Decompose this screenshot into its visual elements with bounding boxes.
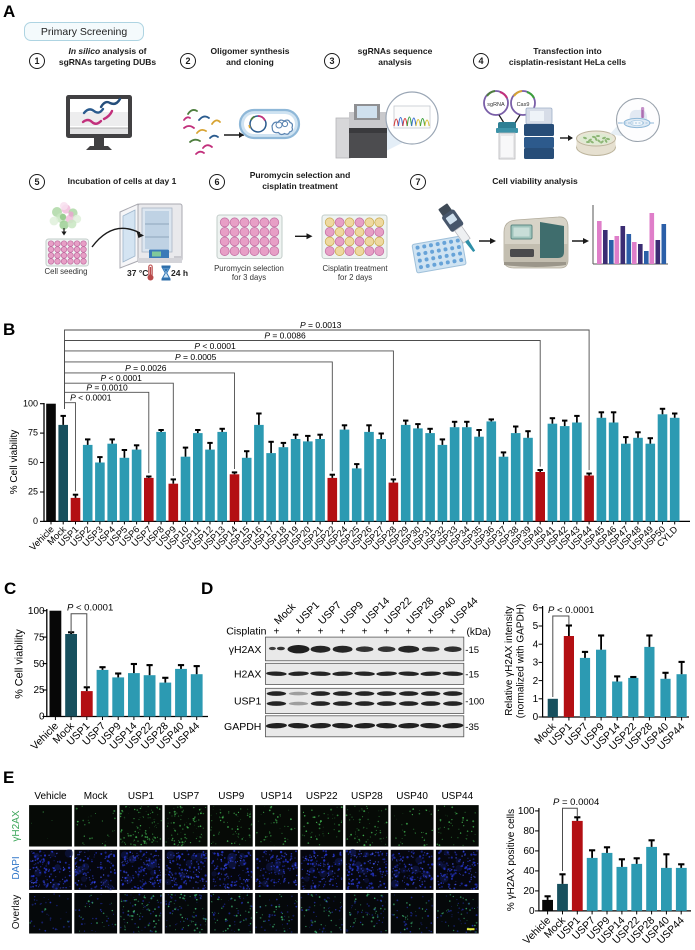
svg-text:GAPDH: GAPDH	[224, 721, 261, 733]
svg-text:1: 1	[533, 694, 539, 705]
svg-text:5: 5	[533, 621, 539, 632]
svg-text:Cas9: Cas9	[517, 102, 530, 108]
svg-text:USP14: USP14	[261, 791, 293, 802]
svg-text:USP44: USP44	[441, 791, 473, 802]
svg-text:Vehicle: Vehicle	[34, 791, 67, 802]
svg-text:0: 0	[529, 906, 535, 917]
svg-text:USP1: USP1	[234, 696, 262, 708]
svg-text:3: 3	[533, 658, 539, 669]
svg-text:60: 60	[523, 846, 535, 857]
svg-text:P < 0.0001: P < 0.0001	[101, 373, 143, 383]
svg-text:+: +	[296, 627, 302, 638]
svg-text:Cisplatin: Cisplatin	[226, 626, 266, 638]
svg-text:25: 25	[28, 487, 38, 497]
svg-text:% Cell viability: % Cell viability	[14, 629, 26, 699]
svg-text:USP40: USP40	[396, 791, 428, 802]
svg-text:-15: -15	[465, 645, 479, 656]
svg-text:USP1: USP1	[128, 791, 155, 802]
svg-text:Relative γH2AX intensity: Relative γH2AX intensity	[504, 606, 515, 716]
svg-text:H2AX: H2AX	[234, 669, 261, 681]
svg-text:50: 50	[28, 457, 38, 467]
svg-text:γH2AX: γH2AX	[229, 644, 262, 656]
svg-text:P = 0.0026: P = 0.0026	[125, 363, 167, 373]
svg-text:-100: -100	[465, 697, 484, 708]
svg-text:% Cell viability: % Cell viability	[9, 430, 20, 494]
svg-text:-35: -35	[465, 722, 479, 733]
svg-text:USP7: USP7	[173, 791, 200, 802]
svg-text:P < 0.0001: P < 0.0001	[70, 393, 112, 403]
svg-text:P = 0.0013: P = 0.0013	[300, 320, 342, 330]
svg-text:(normalized with GAPDH): (normalized with GAPDH)	[516, 604, 527, 718]
svg-text:+: +	[428, 627, 434, 638]
svg-text:2: 2	[533, 676, 539, 687]
svg-text:P < 0.0001: P < 0.0001	[67, 603, 113, 614]
svg-text:100: 100	[23, 398, 38, 408]
svg-text:Mock: Mock	[84, 791, 109, 802]
svg-text:P = 0.0010: P = 0.0010	[86, 382, 128, 392]
svg-text:P = 0.0004: P = 0.0004	[553, 797, 599, 808]
svg-text:0: 0	[533, 712, 539, 723]
svg-text:P = 0.0005: P = 0.0005	[175, 352, 217, 362]
svg-text:100: 100	[28, 606, 45, 617]
svg-text:sgRNA: sgRNA	[487, 102, 505, 108]
svg-text:P < 0.0001: P < 0.0001	[548, 605, 594, 616]
svg-text:DAPI: DAPI	[11, 856, 22, 879]
svg-text:75: 75	[33, 632, 45, 643]
svg-text:-15: -15	[465, 670, 479, 681]
svg-text:75: 75	[28, 428, 38, 438]
svg-text:25: 25	[33, 685, 45, 696]
svg-text:+: +	[406, 627, 412, 638]
svg-text:USP28: USP28	[351, 791, 383, 802]
svg-text:+: +	[273, 627, 279, 638]
svg-text:P = 0.0086: P = 0.0086	[264, 331, 306, 341]
svg-text:+: +	[450, 627, 456, 638]
svg-text:(kDa): (kDa)	[467, 627, 491, 638]
svg-text:20: 20	[523, 886, 535, 897]
svg-text:% γH2AX positive cells: % γH2AX positive cells	[506, 809, 517, 911]
svg-text:80: 80	[523, 826, 535, 837]
svg-text:+: +	[384, 627, 390, 638]
svg-text:P < 0.0001: P < 0.0001	[194, 341, 236, 351]
svg-text:USP22: USP22	[306, 791, 338, 802]
svg-text:+: +	[318, 627, 324, 638]
svg-text:+: +	[340, 627, 346, 638]
svg-text:0: 0	[33, 516, 38, 526]
svg-text:6: 6	[533, 603, 539, 614]
svg-text:50: 50	[33, 659, 45, 670]
svg-text:4: 4	[533, 639, 539, 650]
svg-text:Overlay: Overlay	[11, 895, 22, 929]
svg-text:0: 0	[39, 712, 45, 723]
svg-text:γH2AX: γH2AX	[11, 810, 22, 841]
svg-text:USP9: USP9	[218, 791, 245, 802]
svg-text:40: 40	[523, 866, 535, 877]
svg-text:+: +	[362, 627, 368, 638]
svg-text:100: 100	[518, 806, 535, 817]
